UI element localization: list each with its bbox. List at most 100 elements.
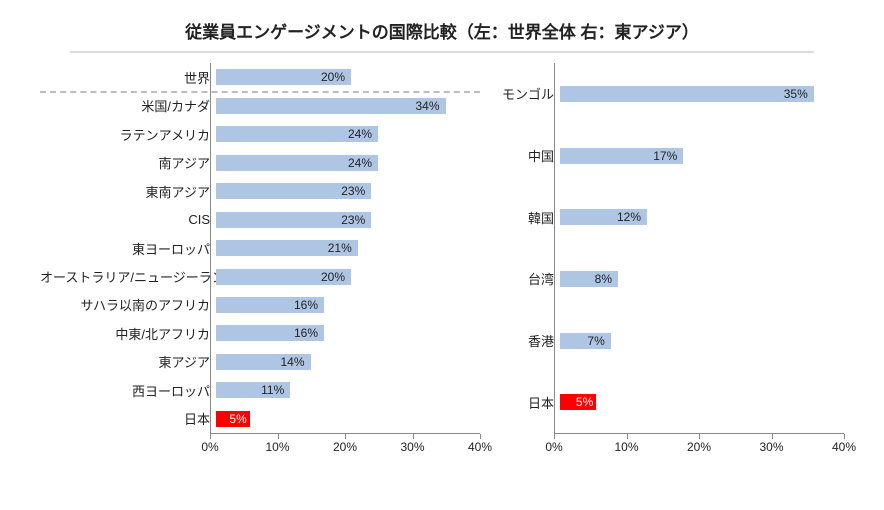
category-label: 東アジア [40,352,216,371]
bar-value-label: 23% [341,184,365,198]
axis-tick [413,434,414,439]
axis-tick-label: 30% [400,440,424,454]
bar: 20% [216,69,351,85]
bar-value-label: 23% [341,213,365,227]
category-label: 米国/カナダ [40,96,216,115]
left-bars: 世界 20% 米国/カナダ 34% ラテンアメリカ 24% 南アジア 24% 東南アジア 23% C… [40,63,480,433]
category-label: 世界 [40,68,216,87]
bar-highlight: 5% [216,411,250,427]
category-label: CIS [40,212,216,227]
axis-tick [844,434,845,439]
bar-row: 東南アジア 23% [40,177,480,205]
bar-row: 香港 7% [484,310,844,372]
bar: 12% [560,209,647,225]
category-label: 東南アジア [40,182,216,201]
bar: 20% [216,269,351,285]
axis-tick-label: 0% [201,440,218,454]
bar-value-label: 21% [328,241,352,255]
bar: 16% [216,325,324,341]
right-x-axis: 0%10%20%30%40% [554,433,844,460]
bar-value-label: 34% [415,99,439,113]
axis-tick-label: 20% [333,440,357,454]
bar-row: 東ヨーロッパ 21% [40,234,480,262]
right-plot-area: モンゴル 35% 中国 17% 韓国 12% 台湾 8% 香港 7% 日本 5% [484,63,844,433]
bar-value-label: 35% [784,87,808,101]
category-label: 台湾 [484,269,560,288]
bar-value-label: 20% [321,270,345,284]
bar: 8% [560,271,618,287]
bar-row: 世界 20% [40,63,480,91]
bar-value-label: 7% [587,334,604,348]
left-x-axis: 0%10%20%30%40% [210,433,480,460]
category-label: オーストラリア/ニュージーランド [40,267,216,286]
axis-tick-label: 20% [687,440,711,454]
bar-row: 日本 5% [40,405,480,433]
bar-value-label: 24% [348,156,372,170]
category-label: 香港 [484,331,560,350]
axis-tick [699,434,700,439]
bar-row: 西ヨーロッパ 11% [40,376,480,404]
category-label: 日本 [484,393,560,412]
category-label: 日本 [40,409,216,428]
category-label: 東ヨーロッパ [40,239,216,258]
bar-value-label: 11% [261,383,284,397]
axis-tick-label: 10% [265,440,289,454]
bar-row: 韓国 12% [484,186,844,248]
bar: 23% [216,183,371,199]
axis-tick [480,434,481,439]
bar-value-label: 8% [595,272,612,286]
bar-value-label: 20% [321,70,345,84]
axis-tick [627,434,628,439]
bar-value-label: 12% [617,210,641,224]
bar-row: ラテンアメリカ 24% [40,120,480,148]
charts-container: 世界 20% 米国/カナダ 34% ラテンアメリカ 24% 南アジア 24% 東南アジア 23% C… [40,63,844,460]
bar-row: サハラ以南のアフリカ 16% [40,291,480,319]
bar-highlight: 5% [560,394,596,410]
bar: 17% [560,148,683,164]
category-label: 南アジア [40,153,216,172]
category-label: モンゴル [484,84,560,103]
bar-row: 東アジア 14% [40,348,480,376]
bar-value-label: 17% [653,149,677,163]
bar-value-label: 14% [280,355,304,369]
axis-tick [210,434,211,439]
bar: 24% [216,155,378,171]
right-chart: モンゴル 35% 中国 17% 韓国 12% 台湾 8% 香港 7% 日本 5% 0% 10% 20% 30… [484,63,844,460]
bar-row: 南アジア 24% [40,148,480,176]
bar: 21% [216,240,358,256]
category-label: 西ヨーロッパ [40,381,216,400]
axis-tick-label: 0% [545,440,562,454]
bar-value-label: 5% [229,412,246,426]
bar: 34% [216,98,446,114]
bar-row: 日本 5% [484,371,844,433]
axis-tick [345,434,346,439]
left-chart: 世界 20% 米国/カナダ 34% ラテンアメリカ 24% 南アジア 24% 東南アジア 23% C… [40,63,480,460]
axis-tick-label: 30% [759,440,783,454]
bar: 7% [560,333,611,349]
bar-value-label: 16% [294,298,318,312]
axis-tick [278,434,279,439]
axis-tick-label: 40% [832,440,856,454]
bar-row: モンゴル 35% [484,63,844,125]
category-label: サハラ以南のアフリカ [40,295,216,314]
bar-row: オーストラリア/ニュージーランド 20% [40,262,480,290]
bar: 23% [216,212,371,228]
bar-row: 米国/カナダ 34% [40,91,480,119]
bar-value-label: 5% [576,395,593,409]
right-bars: モンゴル 35% 中国 17% 韓国 12% 台湾 8% 香港 7% 日本 5% [484,63,844,433]
bar: 16% [216,297,324,313]
category-label: 韓国 [484,208,560,227]
category-label: ラテンアメリカ [40,125,216,144]
category-label: 中国 [484,146,560,165]
bar-value-label: 16% [294,326,318,340]
category-label: 中東/北アフリカ [40,324,216,343]
bar-value-label: 24% [348,127,372,141]
axis-tick [554,434,555,439]
bar-row: 中国 17% [484,125,844,187]
left-plot-area: 世界 20% 米国/カナダ 34% ラテンアメリカ 24% 南アジア 24% 東南アジア 23% C… [40,63,480,433]
axis-tick [772,434,773,439]
bar: 24% [216,126,378,142]
bar: 35% [560,86,814,102]
axis-tick-label: 10% [614,440,638,454]
bar: 14% [216,354,311,370]
